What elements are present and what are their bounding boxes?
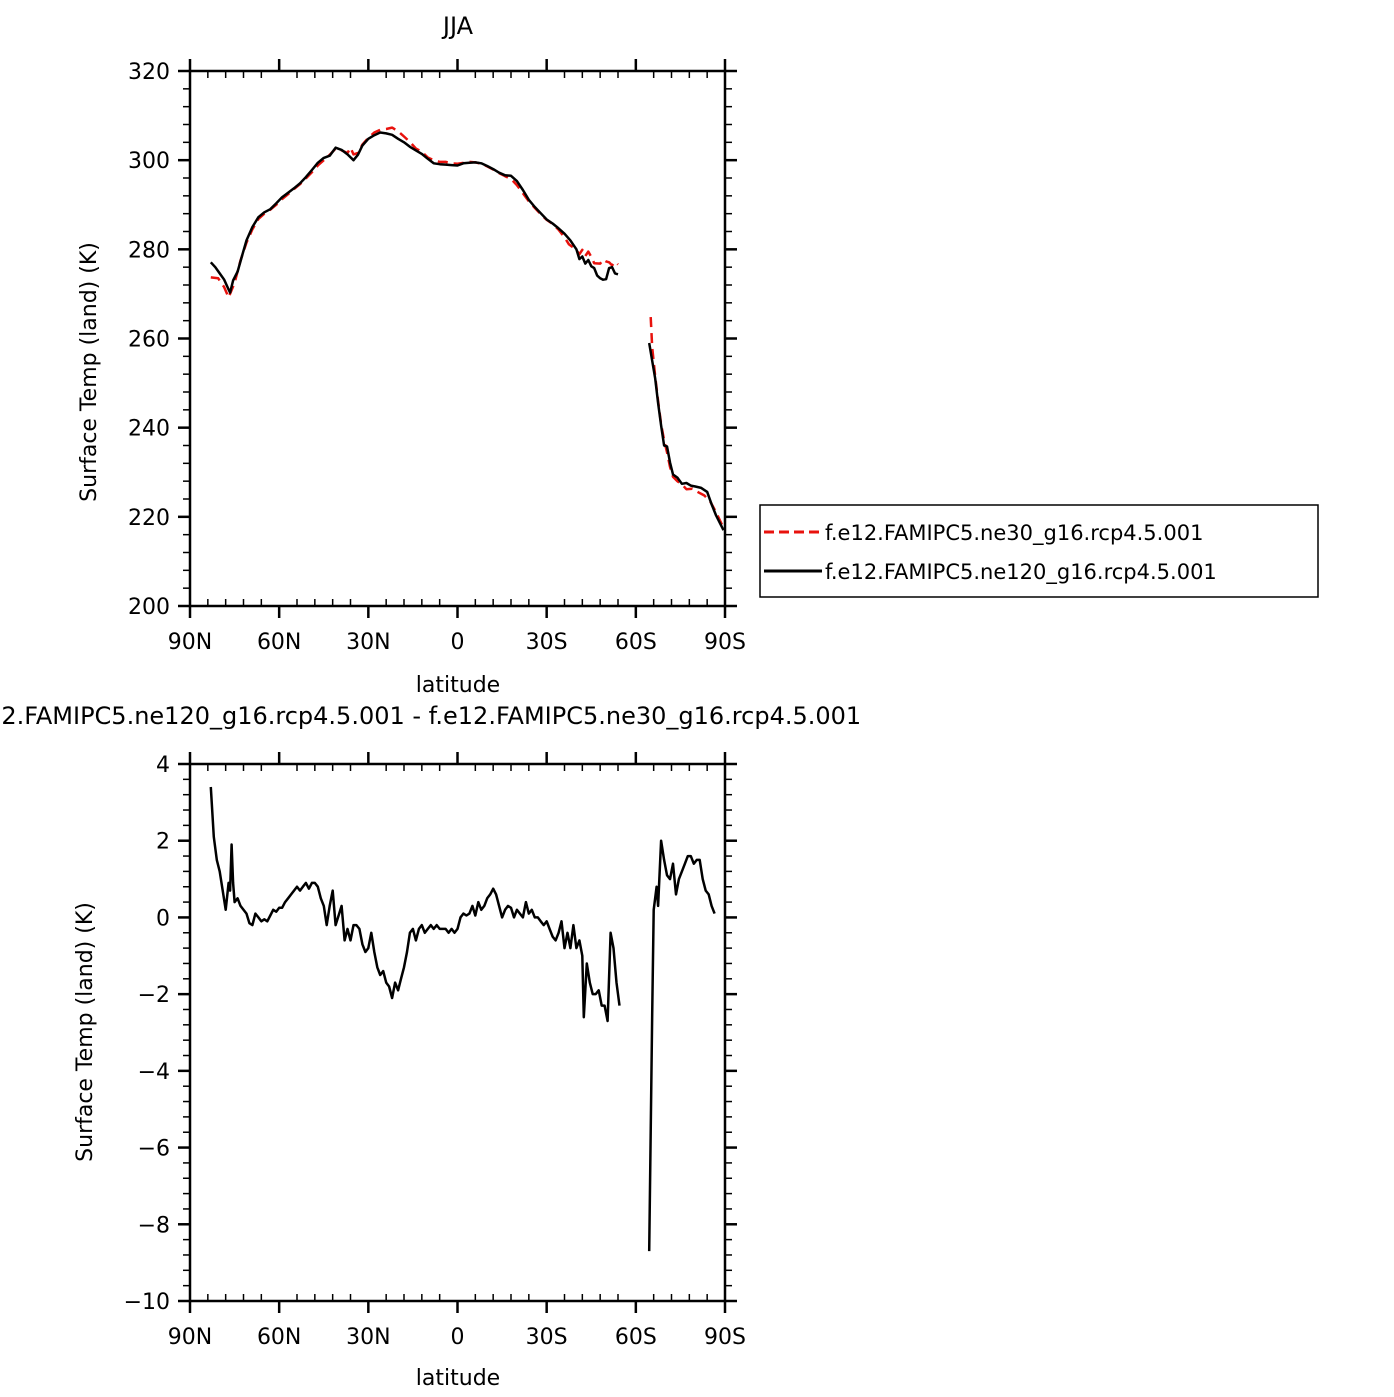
top-y-tick-label: 240 xyxy=(128,417,170,442)
bot-y-tick-label: −8 xyxy=(138,1213,170,1238)
bot-series-0-line-segment xyxy=(647,839,716,1252)
top-y-tick-label: 220 xyxy=(128,506,170,531)
top-y-tick-label: 280 xyxy=(128,238,170,263)
bottom-y-axis-labels: −10 −8 −6 −4 −2 0 2 4 xyxy=(124,753,170,1315)
top-x-tick-label: 60N xyxy=(257,630,301,655)
bot-x-tick-label: 0 xyxy=(451,1325,465,1350)
top-y-axis-title: Surface Temp (land) (K) xyxy=(77,242,102,502)
bot-x-tick-label: 30S xyxy=(526,1325,568,1350)
bot-x-tick-label: 90S xyxy=(704,1325,746,1350)
top-x-tick-label: 90S xyxy=(704,630,746,655)
top-x-axis-title: latitude xyxy=(416,673,500,698)
top-y-tick-label: 200 xyxy=(128,595,170,620)
bottom-x-axis-labels: 90N 60N 30N 0 30S 60S 90S xyxy=(168,1325,746,1350)
top-chart-title: JJA xyxy=(441,12,474,40)
top-series-0-line-segment xyxy=(210,126,619,299)
bottom-series-lines xyxy=(209,786,716,1252)
bottom-y-axis-title: Surface Temp (land) (K) xyxy=(73,902,98,1162)
bot-x-tick-label: 30N xyxy=(346,1325,390,1350)
bot-y-tick-label: −4 xyxy=(138,1060,170,1085)
top-y-tick-label: 320 xyxy=(128,60,170,85)
top-x-tick-label: 30N xyxy=(346,630,390,655)
top-series-1-line-segment xyxy=(647,342,725,531)
top-plot-frame xyxy=(188,69,727,608)
top-x-tick-label: 30S xyxy=(526,630,568,655)
bot-series-0-line-segment xyxy=(209,786,621,1023)
top-x-axis-labels: 90N 60N 30N 0 30S 60S 90S xyxy=(168,630,746,655)
top-y-axis-labels: 200 220 240 260 280 300 320 xyxy=(128,60,170,620)
bot-x-tick-label: 60S xyxy=(615,1325,657,1350)
legend: f.e12.FAMIPC5.ne30_g16.rcp4.5.001 f.e12.… xyxy=(759,504,1319,598)
top-x-tick-label: 90N xyxy=(168,630,212,655)
bot-y-tick-label: 2 xyxy=(156,830,170,855)
bot-x-tick-label: 90N xyxy=(168,1325,212,1350)
bot-y-tick-label: 0 xyxy=(156,906,170,931)
top-series-lines xyxy=(209,126,725,531)
bottom-x-axis-title: latitude xyxy=(416,1366,500,1391)
top-x-tick-label: 60S xyxy=(615,630,657,655)
bot-y-tick-label: −10 xyxy=(124,1290,170,1315)
top-y-tick-label: 300 xyxy=(128,149,170,174)
top-y-tick-label: 260 xyxy=(128,328,170,353)
bot-y-tick-label: −6 xyxy=(138,1137,170,1162)
top-x-tick-label: 0 xyxy=(451,630,465,655)
legend-label-ne30: f.e12.FAMIPC5.ne30_g16.rcp4.5.001 xyxy=(825,521,1203,546)
bottom-plot-frame xyxy=(188,762,727,1303)
bot-x-tick-label: 60N xyxy=(257,1325,301,1350)
legend-label-ne120: f.e12.FAMIPC5.ne120_g16.rcp4.5.001 xyxy=(825,560,1217,585)
bottom-chart: f.e12.FAMIPC5.ne120_g16.rcp4.5.001 - f.e… xyxy=(0,702,861,1391)
top-axis-ticks xyxy=(178,59,737,618)
top-chart: JJA 90N 60N 30N 0 30S 60S 90S 200 220 240 260 280 3… xyxy=(77,12,1319,698)
bot-y-tick-label: −2 xyxy=(138,983,170,1008)
top-series-1-line-segment xyxy=(209,131,619,294)
bot-y-tick-label: 4 xyxy=(156,753,170,778)
legend-box xyxy=(759,504,1319,598)
bottom-chart-title: f.e12.FAMIPC5.ne120_g16.rcp4.5.001 - f.e… xyxy=(0,702,861,730)
